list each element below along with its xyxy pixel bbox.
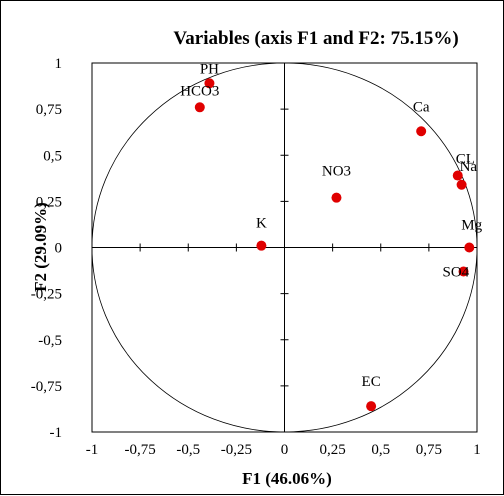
y-tick-label: 0,25: [36, 194, 62, 210]
data-point: [366, 401, 377, 412]
point-label: HCO3: [180, 83, 219, 99]
y-tick-label: -1: [50, 425, 63, 441]
data-point: [194, 102, 205, 113]
x-tick-label: 0: [281, 442, 289, 458]
data-point: [331, 192, 342, 203]
data-point: [458, 266, 469, 277]
x-tick-label: -0,25: [221, 442, 252, 458]
point-label: SO4: [443, 264, 470, 280]
point-label: CL: [456, 152, 475, 168]
y-axis-title: F2 (29.09%): [31, 202, 50, 292]
point-label: EC: [362, 374, 381, 390]
x-tick-label: -1: [86, 442, 99, 458]
x-tick-label: 0,5: [371, 442, 390, 458]
y-tick-label: 1: [55, 56, 63, 72]
y-tick-label: 0,75: [36, 102, 62, 118]
point-label: K: [256, 216, 267, 232]
chart-title: Variables (axis F1 and F2: 75.15%): [173, 28, 458, 49]
data-point: [416, 126, 427, 137]
point-label: PH: [200, 61, 219, 77]
y-tick-label: -0,5: [38, 333, 62, 349]
y-tick-label: -0,75: [31, 379, 62, 395]
x-tick-label: 0,75: [416, 442, 442, 458]
data-point: [456, 179, 467, 190]
point-label: Na: [460, 159, 478, 175]
y-tick-label: 0: [55, 241, 63, 257]
data-point: [452, 170, 463, 181]
point-label: Ca: [413, 99, 430, 115]
point-label: NO3: [322, 164, 351, 180]
data-point: [464, 242, 475, 253]
y-tick-label: 0,5: [43, 148, 62, 164]
x-tick-label: -0,5: [176, 442, 200, 458]
y-tick-label: -0,25: [31, 287, 62, 303]
x-axis-title: F1 (46.06%): [242, 469, 332, 488]
x-tick-label: -0,75: [125, 442, 156, 458]
data-point: [256, 240, 267, 251]
data-point: [204, 78, 215, 89]
x-tick-label: 1: [473, 442, 481, 458]
point-label: Mg: [461, 218, 482, 234]
x-tick-label: 0,25: [320, 442, 346, 458]
